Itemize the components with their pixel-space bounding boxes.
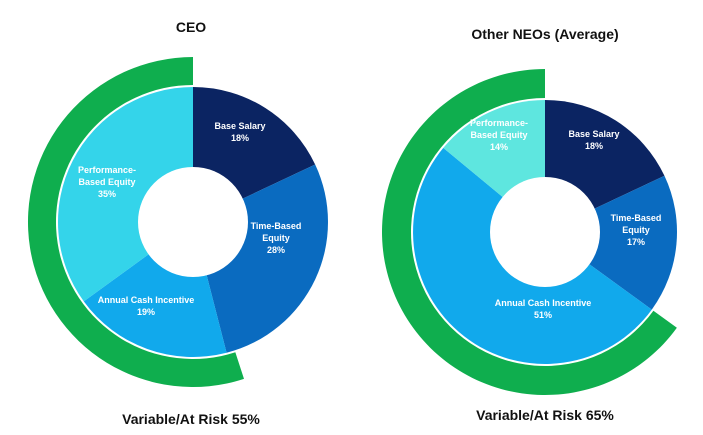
ceo-label-performance-based-equity: Performance-Based Equity 35% xyxy=(78,165,136,199)
ceo-chart: CEO Base Salary 18% Time-Based Equity 28% Ann… xyxy=(27,19,328,427)
other-neos-variable-at-risk-label: Variable/At Risk 65% xyxy=(476,407,614,423)
ceo-slice-performance-based-equity xyxy=(57,87,193,302)
ceo-variable-at-risk-band xyxy=(27,57,244,387)
ceo-label-annual-cash-incentive: Annual Cash Incentive 19% xyxy=(98,295,195,317)
ceo-donut-hole xyxy=(138,167,248,277)
other-neos-donut-hole xyxy=(490,177,600,287)
ceo-label-time-based-equity: Time-Based Equity 28% xyxy=(251,221,302,255)
ceo-variable-at-risk-label: Variable/At Risk 55% xyxy=(122,411,260,427)
other-neos-chart-title: Other NEOs (Average) xyxy=(471,26,618,42)
other-neos-label-time-based-equity: Time-Based Equity 17% xyxy=(611,213,662,247)
other-neos-label-base-salary: Base Salary 18% xyxy=(568,129,619,151)
ceo-label-base-salary: Base Salary 18% xyxy=(214,121,265,143)
other-neos-slice-time-based-equity xyxy=(545,175,678,310)
other-neos-label-performance-based-equity: Performance-Based Equity 14% xyxy=(470,118,528,152)
other-neos-label-annual-cash-incentive: Annual Cash Incentive 51% xyxy=(495,298,592,320)
ceo-chart-title: CEO xyxy=(176,19,206,35)
other-neos-chart: Other NEOs (Average) Base Salary 18% Time-… xyxy=(382,26,678,423)
